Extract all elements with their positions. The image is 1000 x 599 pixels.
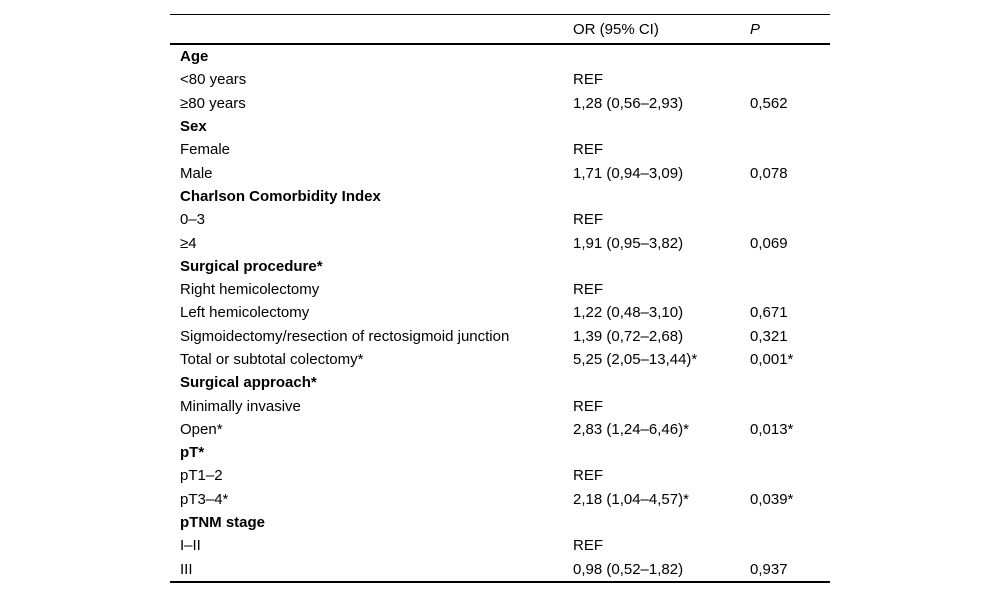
cell-variable: Left hemicolectomy [180, 304, 310, 322]
cell-variable: 0–3 [180, 211, 206, 229]
table-row: III 0,98 (0,52–1,82) 0,937 [170, 558, 830, 581]
table-body: Age <80 years REF ≥80 years 1,28 (0,56–2,93)… [170, 45, 830, 581]
table-row: 0–3 REF [170, 208, 830, 231]
cell-p-value: 0,039* [750, 490, 794, 508]
cell-variable: ≥4 [180, 234, 197, 252]
table-row: Surgical procedure* [170, 255, 830, 278]
cell-p-value: 0,013* [750, 420, 794, 438]
cell-p-value: 0,078 [750, 164, 788, 182]
table-row: Surgical approach* [170, 371, 830, 394]
cell-p-value: 0,562 [750, 94, 788, 112]
cell-or-ci: REF [573, 397, 603, 415]
cell-variable: Male [180, 164, 213, 182]
table-row: pT3–4* 2,18 (1,04–4,57)* 0,039* [170, 488, 830, 511]
cell-variable: pT3–4* [180, 490, 229, 508]
cell-variable: Age [180, 48, 209, 66]
cell-or-ci: REF [573, 211, 603, 229]
cell-variable: III [180, 560, 193, 578]
cell-or-ci: 1,39 (0,72–2,68) [573, 327, 684, 345]
table-row: Open* 2,83 (1,24–6,46)* 0,013* [170, 418, 830, 441]
table-row: Total or subtotal colectomy* 5,25 (2,05–1… [170, 348, 830, 371]
cell-variable: Surgical procedure* [180, 257, 323, 275]
cell-p-value: 0,937 [750, 560, 788, 578]
cell-variable: pTNM stage [180, 514, 266, 532]
table-row: Sex [170, 115, 830, 138]
table-row: ≥80 years 1,28 (0,56–2,93) 0,562 [170, 92, 830, 115]
table-row: Age [170, 45, 830, 68]
header-p-value: P [750, 20, 761, 38]
regression-results-table: OR (95% CI) P Age <80 years REF ≥80 years 1,… [170, 14, 830, 583]
cell-or-ci: 1,71 (0,94–3,09) [573, 164, 684, 182]
cell-or-ci: 2,18 (1,04–4,57)* [573, 490, 689, 508]
cell-or-ci: REF [573, 537, 603, 555]
table-row: I–II REF [170, 534, 830, 557]
cell-variable: pT1–2 [180, 467, 223, 485]
table-row: pT* [170, 441, 830, 464]
cell-variable: Charlson Comorbidity Index [180, 187, 381, 205]
cell-or-ci: REF [573, 141, 603, 159]
cell-variable: Open* [180, 420, 223, 438]
cell-or-ci: 1,28 (0,56–2,93) [573, 94, 684, 112]
cell-or-ci: 5,25 (2,05–13,44)* [573, 351, 698, 368]
table-row: Female REF [170, 138, 830, 161]
cell-p-value: 0,069 [750, 234, 788, 252]
table-row: Sigmoidectomy/resection of rectosigmoid … [170, 325, 830, 348]
cell-variable: ≥80 years [180, 94, 246, 112]
cell-variable: Minimally invasive [180, 397, 301, 415]
cell-or-ci: REF [573, 281, 603, 299]
cell-p-value: 0,001* [750, 351, 794, 368]
cell-variable: <80 years [180, 71, 247, 89]
cell-variable: Female [180, 141, 231, 159]
cell-p-value: 0,671 [750, 304, 788, 322]
table-row: Right hemicolectomy REF [170, 278, 830, 301]
cell-or-ci: REF [573, 71, 603, 89]
cell-or-ci: 1,22 (0,48–3,10) [573, 304, 684, 322]
table-row: ≥4 1,91 (0,95–3,82) 0,069 [170, 231, 830, 254]
cell-or-ci: 1,91 (0,95–3,82) [573, 234, 684, 252]
cell-variable: I–II [180, 537, 201, 555]
cell-or-ci: 2,83 (1,24–6,46)* [573, 420, 689, 438]
table-row: Male 1,71 (0,94–3,09) 0,078 [170, 161, 830, 184]
cell-p-value: 0,321 [750, 327, 788, 345]
table-row: Left hemicolectomy 1,22 (0,48–3,10) 0,671 [170, 301, 830, 324]
table-header-row: OR (95% CI) P [170, 15, 830, 45]
table-row: Charlson Comorbidity Index [170, 185, 830, 208]
table-row: pTNM stage [170, 511, 830, 534]
cell-or-ci: REF [573, 467, 603, 485]
table-row: <80 years REF [170, 68, 830, 91]
cell-variable: Right hemicolectomy [180, 281, 320, 299]
cell-variable: Sigmoidectomy/resection of rectosigmoid … [180, 327, 510, 345]
table-row: pT1–2 REF [170, 464, 830, 487]
table-row: Minimally invasive REF [170, 394, 830, 417]
cell-variable: Sex [180, 118, 207, 136]
cell-variable: Surgical approach* [180, 374, 317, 392]
cell-or-ci: 0,98 (0,52–1,82) [573, 560, 684, 578]
cell-variable: pT* [180, 444, 205, 462]
header-or-ci: OR (95% CI) [573, 20, 659, 38]
cell-variable: Total or subtotal colectomy* [180, 351, 364, 368]
